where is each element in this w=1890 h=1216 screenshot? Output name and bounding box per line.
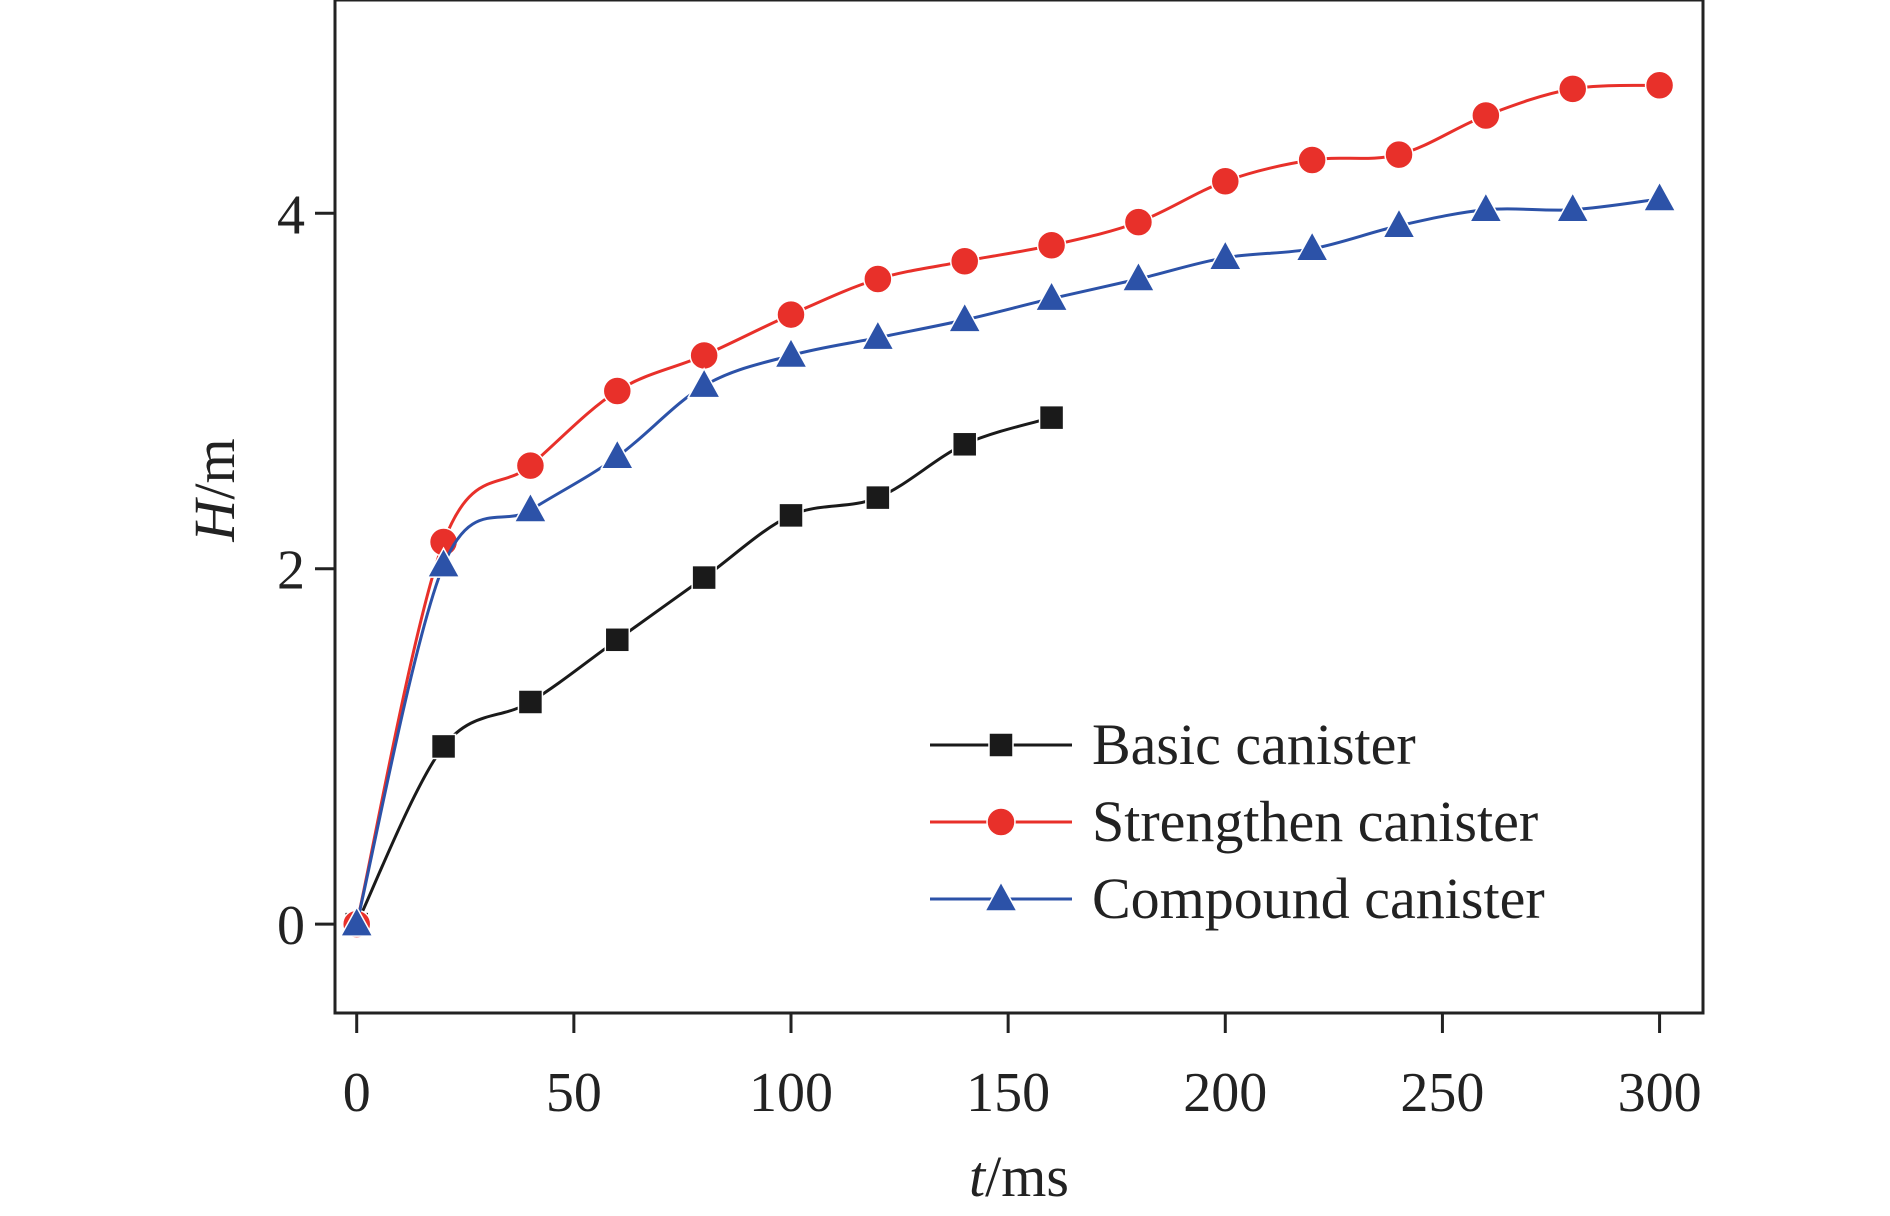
x-tick-label: 200: [1183, 1062, 1267, 1124]
data-point-circle-marker: [776, 299, 806, 330]
data-point-triangle-marker: [773, 336, 809, 369]
legend-label: Compound canister: [1092, 866, 1545, 931]
data-point-triangle-marker: [339, 905, 374, 937]
x-tick-label: 150: [966, 1062, 1050, 1124]
series-1: [343, 404, 1065, 937]
legend-item: Basic canister: [930, 712, 1416, 777]
data-point-circle-marker: [1123, 207, 1154, 237]
data-point-square-marker: [691, 564, 717, 591]
x-axis-ticks: 0 50 100 150 200 250 300: [343, 1013, 1702, 1124]
x-tick-label: 0: [343, 1062, 371, 1124]
data-point-triangle-marker: [1208, 239, 1243, 271]
data-point-circle-marker: [515, 450, 546, 481]
data-point-circle-marker: [863, 264, 893, 294]
legend-triangle-marker: [983, 880, 1019, 912]
x-tick-label: 250: [1400, 1062, 1484, 1124]
legend-item: Strengthen canister: [930, 789, 1538, 854]
x-axis-label: t/ms: [969, 1144, 1069, 1209]
y-axis-label-unit: /m: [182, 438, 247, 499]
data-point-triangle-marker: [600, 438, 635, 470]
x-tick-label: 100: [749, 1062, 833, 1124]
data-point-triangle-marker: [513, 491, 548, 523]
data-point-triangle-marker: [1555, 191, 1590, 223]
legend-label: Basic canister: [1092, 712, 1416, 777]
data-point-triangle-marker: [1294, 230, 1330, 262]
data-point-square-marker: [778, 502, 804, 529]
x-tick-label: 300: [1618, 1062, 1702, 1124]
data-point-circle-marker: [1644, 70, 1675, 101]
data-point-circle-marker: [1297, 145, 1327, 175]
data-point-triangle-marker: [947, 301, 982, 333]
data-point-square-marker: [430, 733, 457, 760]
plot-frame: [333, 0, 1705, 1015]
data-point-circle-marker: [949, 246, 980, 276]
y-tick-label: 0: [277, 895, 305, 957]
legend-circle-marker: [986, 807, 1016, 837]
y-axis-ticks: 0 2 4: [277, 184, 335, 957]
data-point-circle-marker: [1036, 230, 1067, 261]
x-tick-label: 50: [546, 1062, 602, 1124]
data-point-square-marker: [1038, 404, 1065, 431]
data-point-circle-marker: [1471, 100, 1501, 131]
series-3: [339, 180, 1677, 937]
data-point-triangle-marker: [1468, 191, 1504, 223]
data-point-triangle-marker: [1121, 260, 1156, 292]
data-point-square-marker: [604, 627, 631, 653]
series-2: [341, 70, 1675, 939]
legend-item: Compound canister: [930, 866, 1545, 931]
data-point-circle-marker: [689, 340, 719, 371]
y-tick-label: 2: [277, 540, 305, 602]
legend-label: Strengthen canister: [1092, 789, 1538, 854]
series-layer: [339, 70, 1677, 939]
data-point-square-marker: [865, 484, 891, 511]
y-axis-label: H/m: [182, 438, 247, 542]
data-point-square-marker: [517, 689, 544, 715]
data-point-square-marker: [951, 431, 978, 458]
data-point-circle-marker: [1210, 166, 1241, 197]
data-point-triangle-marker: [1642, 180, 1677, 212]
data-point-circle-marker: [1384, 139, 1414, 170]
data-point-circle-marker: [602, 376, 633, 406]
x-axis-label-unit: /ms: [985, 1144, 1069, 1209]
data-point-triangle-marker: [686, 367, 722, 399]
data-point-triangle-marker: [1381, 207, 1417, 239]
data-point-circle-marker: [1557, 74, 1588, 104]
x-axis-label-var: t: [969, 1144, 987, 1209]
data-point-triangle-marker: [860, 319, 896, 351]
data-point-triangle-marker: [426, 546, 461, 578]
legend: Basic canister Strengthen canister Compoun…: [930, 712, 1545, 931]
legend-square-marker: [988, 732, 1014, 758]
y-axis-label-var: H: [182, 497, 247, 543]
y-tick-label: 4: [277, 184, 305, 246]
data-point-triangle-marker: [1034, 280, 1069, 312]
